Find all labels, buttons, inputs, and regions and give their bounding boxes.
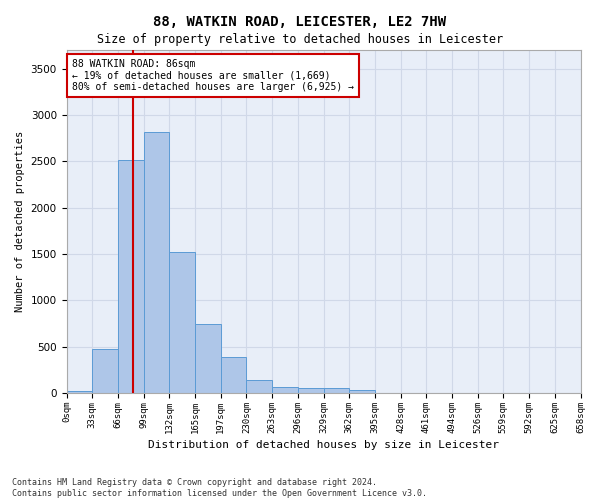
Bar bbox=[143, 132, 169, 393]
Bar bbox=[67, 392, 92, 393]
Text: 88 WATKIN ROAD: 86sqm
← 19% of detached houses are smaller (1,669)
80% of semi-d: 88 WATKIN ROAD: 86sqm ← 19% of detached … bbox=[71, 58, 353, 92]
X-axis label: Distribution of detached houses by size in Leicester: Distribution of detached houses by size … bbox=[148, 440, 499, 450]
Text: 88, WATKIN ROAD, LEICESTER, LE2 7HW: 88, WATKIN ROAD, LEICESTER, LE2 7HW bbox=[154, 15, 446, 29]
Text: Size of property relative to detached houses in Leicester: Size of property relative to detached ho… bbox=[97, 32, 503, 46]
Y-axis label: Number of detached properties: Number of detached properties bbox=[15, 131, 25, 312]
Bar bbox=[92, 348, 118, 393]
Bar bbox=[221, 358, 247, 393]
Bar bbox=[118, 160, 143, 393]
Text: Contains HM Land Registry data © Crown copyright and database right 2024.
Contai: Contains HM Land Registry data © Crown c… bbox=[12, 478, 427, 498]
Bar bbox=[323, 388, 349, 393]
Bar bbox=[272, 386, 298, 393]
Bar bbox=[349, 390, 375, 393]
Bar bbox=[195, 324, 221, 393]
Bar bbox=[298, 388, 323, 393]
Bar bbox=[169, 252, 195, 393]
Bar bbox=[247, 380, 272, 393]
